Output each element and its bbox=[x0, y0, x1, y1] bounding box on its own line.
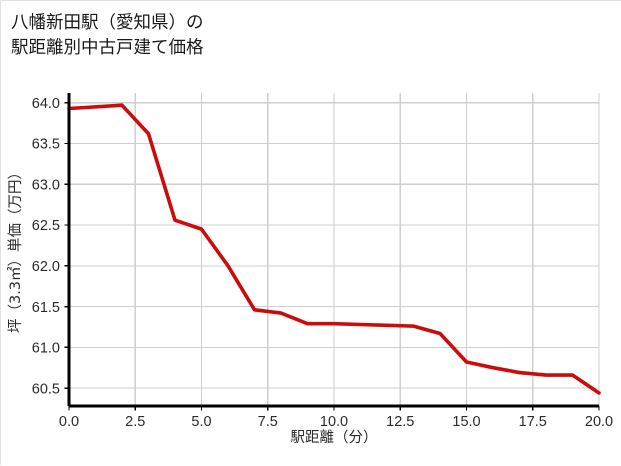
data-series-group bbox=[67, 103, 601, 395]
y-tick-label-5: 63.0 bbox=[32, 177, 60, 193]
x-tick-label-0: 0.0 bbox=[59, 414, 79, 430]
y-tick-label-3: 62.0 bbox=[32, 259, 60, 275]
data-series-line-0 bbox=[67, 103, 601, 395]
chart-title-line-2: 駅距離別中古戸建て価格 bbox=[11, 38, 204, 58]
x-tick-label-8: 20.0 bbox=[585, 414, 613, 430]
y-tick-label-4: 62.5 bbox=[32, 218, 60, 234]
x-axis-ticks: 0.0 2.5 5.0 7.5 10.0 12.5 15.0 17.5 20.0 bbox=[59, 406, 613, 430]
y-axis-label: 坪（3.3㎡）単価（万円） bbox=[7, 165, 24, 333]
x-tick-label-2: 5.0 bbox=[191, 414, 211, 430]
x-tick-label-4: 10.0 bbox=[320, 414, 348, 430]
y-axis-ticks: 60.5 61.0 61.5 62.0 62.5 63.0 63.5 64.0 bbox=[32, 96, 69, 397]
y-tick-label-7: 64.0 bbox=[32, 96, 60, 112]
chart-title-line-1: 八幡新田駅（愛知県）の bbox=[11, 13, 204, 33]
y-tick-label-6: 63.5 bbox=[32, 137, 60, 153]
y-tick-label-2: 61.5 bbox=[32, 300, 60, 316]
y-tick-label-0: 60.5 bbox=[32, 381, 60, 397]
x-tick-label-7: 17.5 bbox=[519, 414, 547, 430]
x-tick-label-3: 7.5 bbox=[258, 414, 278, 430]
y-tick-label-1: 61.0 bbox=[32, 341, 60, 357]
x-tick-label-5: 12.5 bbox=[386, 414, 414, 430]
x-axis-label: 駅距離（分） bbox=[291, 428, 378, 446]
x-tick-label-6: 15.0 bbox=[452, 414, 480, 430]
x-tick-label-1: 2.5 bbox=[125, 414, 145, 430]
